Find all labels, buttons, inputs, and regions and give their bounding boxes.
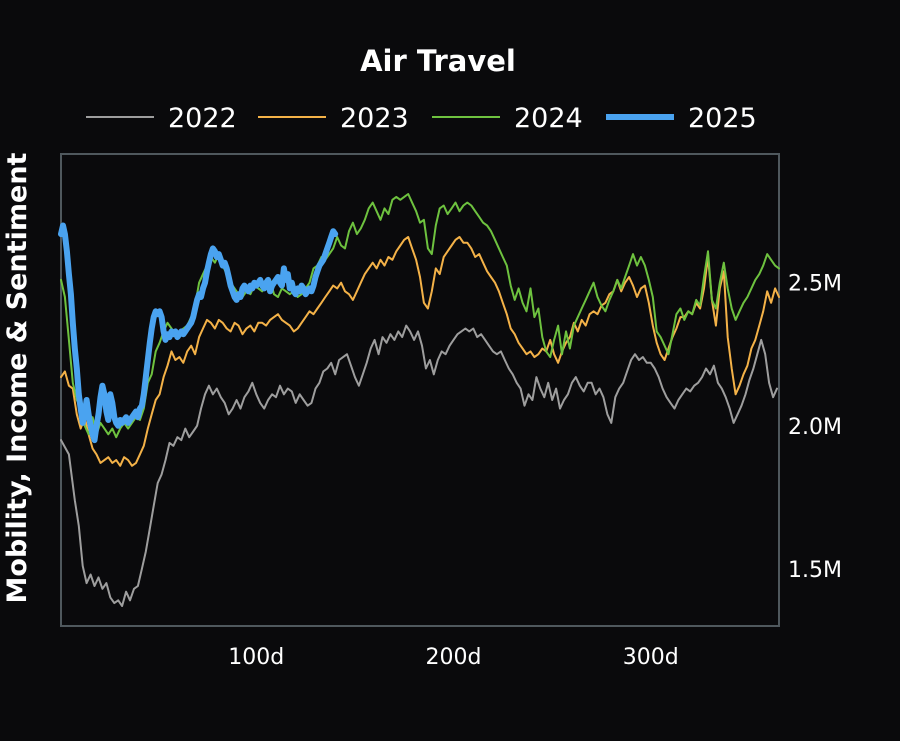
y-tick-label: 2.5M — [788, 272, 842, 297]
x-axis: 100d 200d 300d — [228, 645, 678, 670]
series-line-2023 — [60, 236, 780, 467]
y-tick-label: 2.0M — [788, 415, 842, 440]
x-tick-label: 100d — [228, 645, 284, 670]
y-tick-label: 1.5M — [788, 558, 842, 583]
y-axis-label: Mobility, Income & Sentiment — [2, 152, 33, 603]
legend-label-2023: 2023 — [340, 103, 409, 134]
chart-title: Air Travel — [360, 44, 516, 78]
legend: 2022 2023 2024 2025 — [86, 103, 757, 134]
x-tick-label: 200d — [426, 645, 482, 670]
y-axis: 1.5M 2.0M 2.5M — [788, 272, 842, 583]
legend-label-2025: 2025 — [688, 103, 757, 134]
series-line-2025 — [58, 222, 339, 444]
series-line-2024 — [60, 193, 780, 439]
legend-label-2022: 2022 — [168, 103, 237, 134]
series-line-2022 — [60, 324, 778, 607]
plot-area — [60, 153, 780, 627]
x-tick-label: 300d — [623, 645, 679, 670]
legend-label-2024: 2024 — [514, 103, 583, 134]
series-layer — [58, 193, 780, 607]
